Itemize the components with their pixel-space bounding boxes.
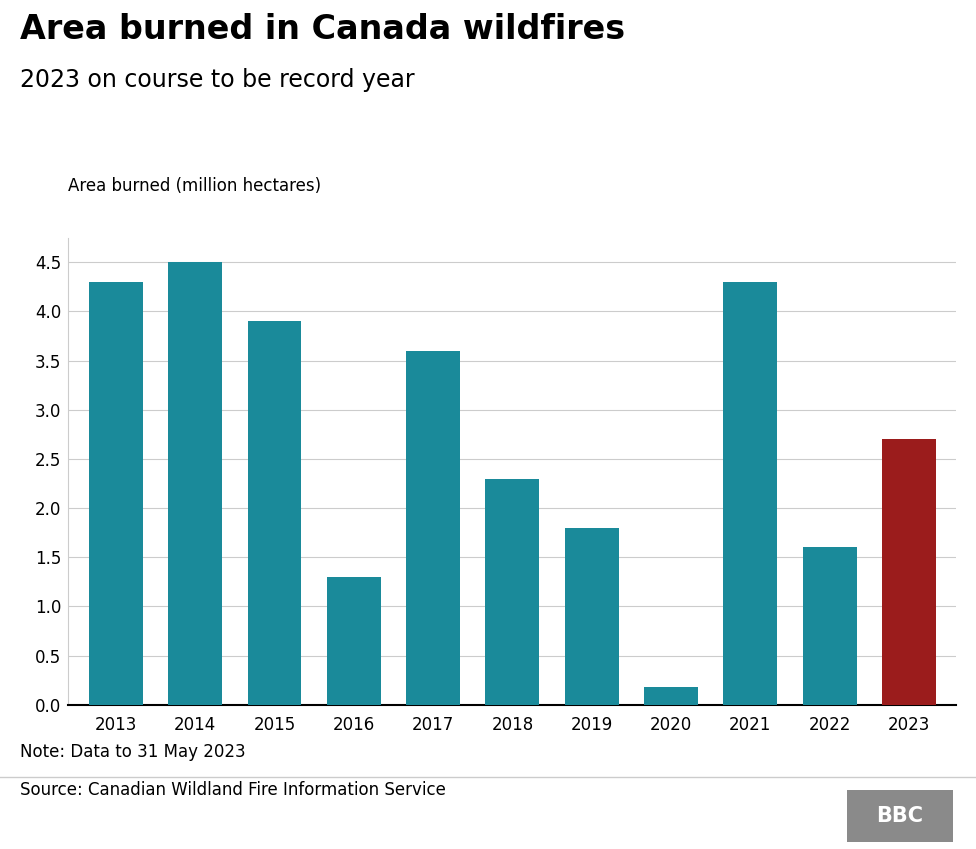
Bar: [327, 576, 381, 705]
Text: Note: Data to 31 May 2023: Note: Data to 31 May 2023: [20, 743, 245, 761]
Bar: [802, 548, 857, 705]
Bar: [882, 439, 936, 705]
Text: Source: Canadian Wildland Fire Information Service: Source: Canadian Wildland Fire Informati…: [20, 781, 445, 799]
Bar: [644, 687, 698, 705]
Bar: [406, 351, 460, 705]
Bar: [723, 282, 777, 705]
Bar: [565, 528, 619, 705]
Text: BBC: BBC: [876, 806, 923, 826]
Bar: [168, 262, 223, 705]
Bar: [248, 321, 302, 705]
Text: Area burned (million hectares): Area burned (million hectares): [68, 177, 321, 195]
Text: 2023 on course to be record year: 2023 on course to be record year: [20, 68, 414, 92]
Bar: [89, 282, 142, 705]
Text: Area burned in Canada wildfires: Area burned in Canada wildfires: [20, 13, 625, 46]
Bar: [485, 479, 540, 705]
